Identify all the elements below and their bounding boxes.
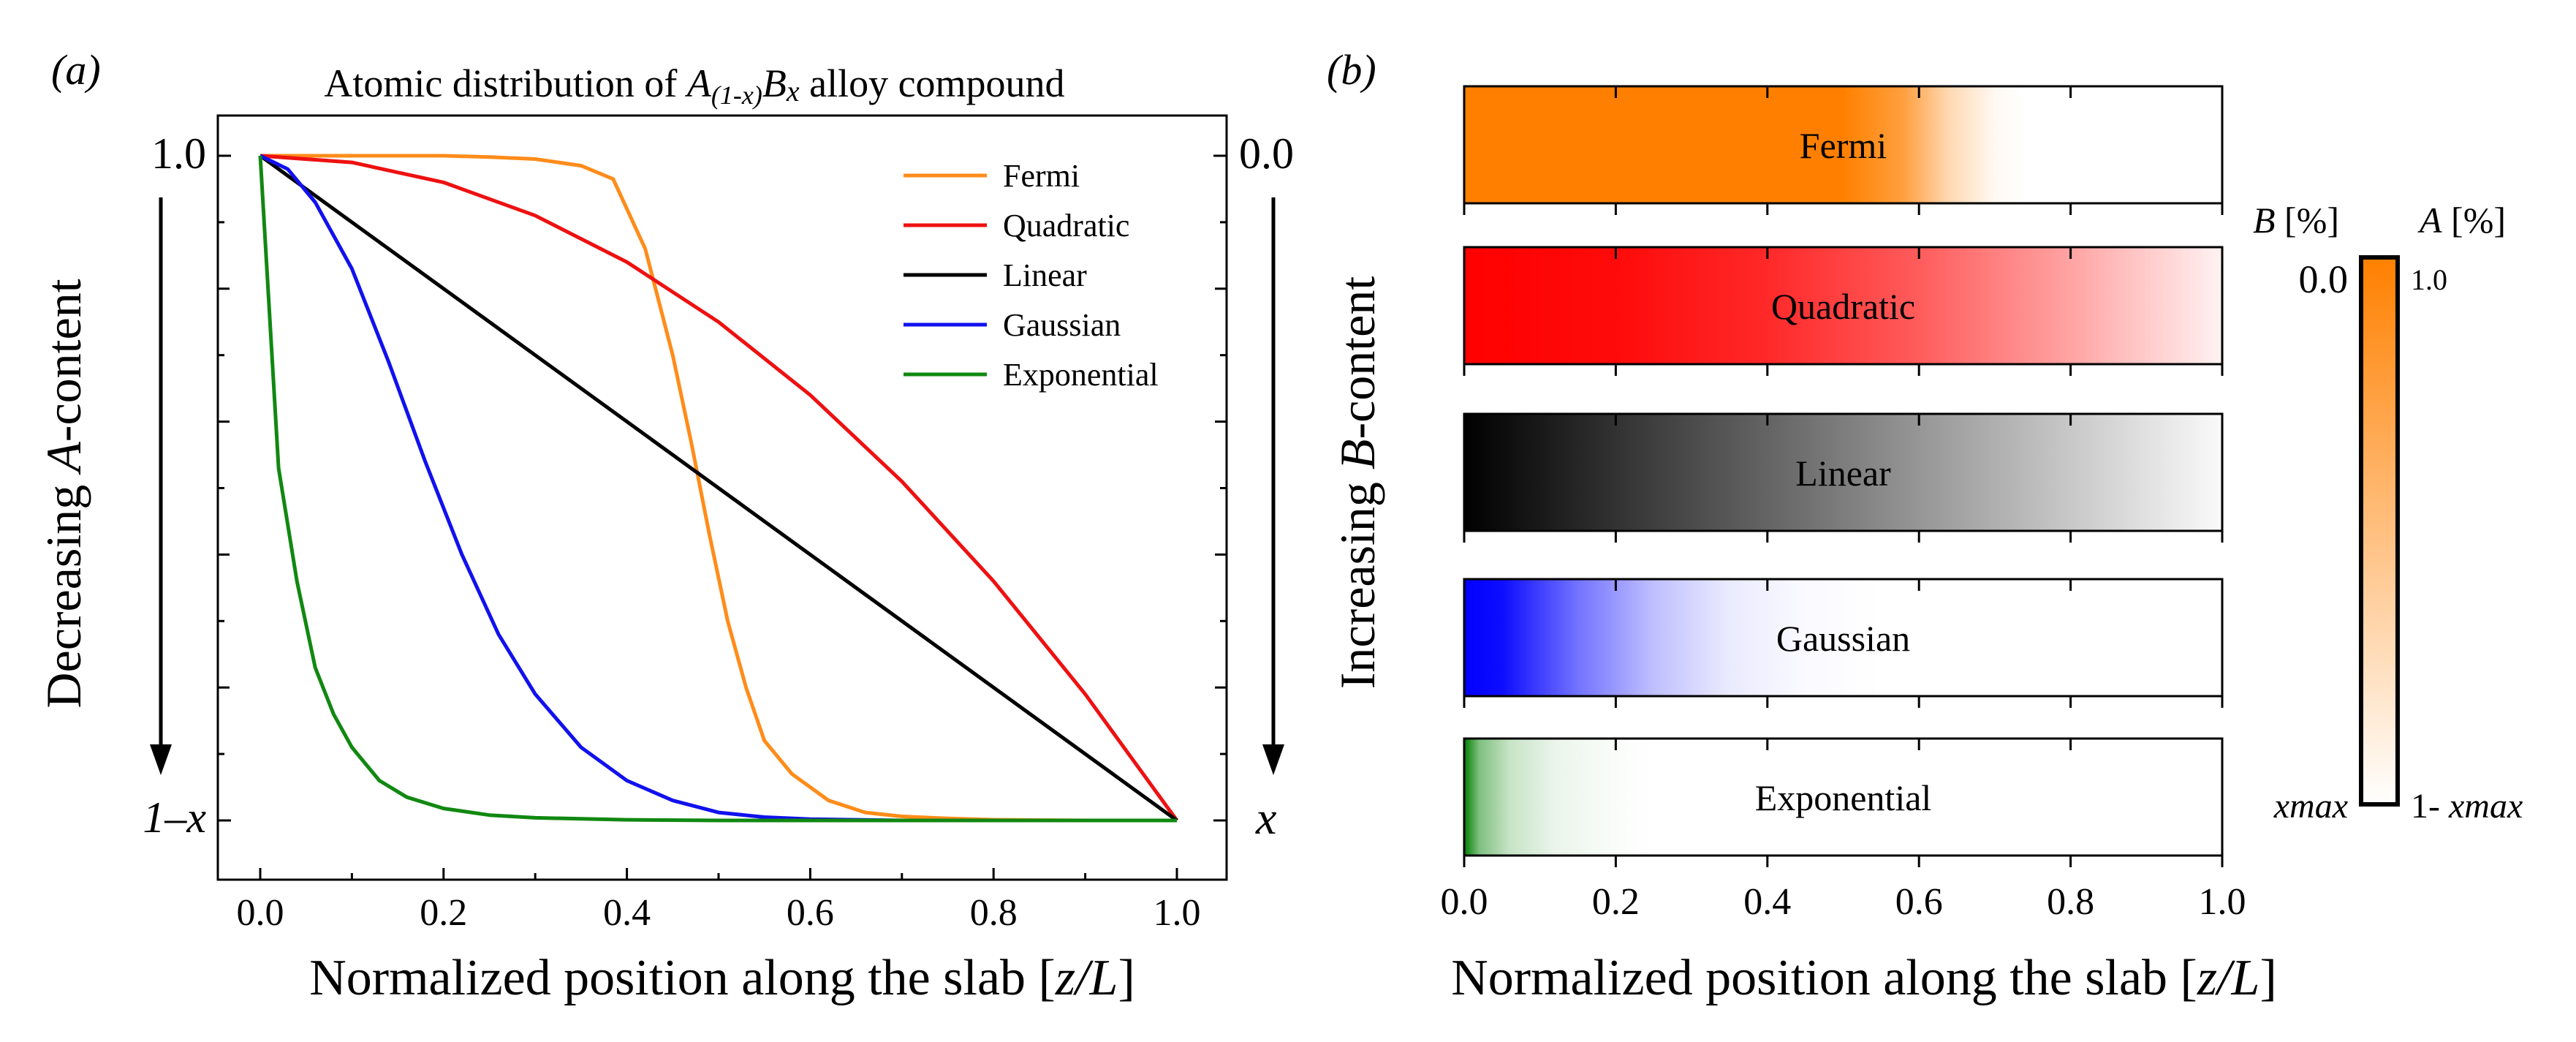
- legend-label-exponential: Exponential: [1003, 357, 1159, 393]
- gradient-bar-label: Fermi: [1800, 125, 1887, 166]
- panel-b-label: (b): [1327, 46, 1376, 94]
- legend-label-linear: Linear: [1003, 257, 1087, 293]
- left-down-arrow: [150, 197, 172, 775]
- gradient-bar-quadratic: Quadratic: [1463, 246, 2224, 376]
- gradient-bar-label: Gaussian: [1776, 618, 1910, 659]
- plot-b-x-tick-label: 0.4: [1743, 881, 1791, 923]
- plot-b-x-tick-label: 0.8: [2047, 881, 2094, 923]
- plot-a-right-top-tick: 0.0: [1239, 129, 1294, 178]
- gradient-bar-fill: [1463, 578, 2224, 698]
- colorbar-right-bottom: 1- xmax: [2411, 787, 2523, 826]
- colorbar-left-title: B [%]: [2253, 200, 2339, 241]
- legend-label-gaussian: Gaussian: [1003, 307, 1121, 343]
- plot-a-xlabel: Normalized position along the slab [z/L]: [309, 950, 1135, 1006]
- plot-a-x-tick-label: 0.8: [970, 892, 1018, 934]
- colorbar: B [%] A [%] 0.0 1.0 xmax 1- xmax: [2253, 200, 2523, 826]
- gradient-bar-fermi: Fermi: [1463, 85, 2224, 215]
- plot-a-x-tick-label: 0.2: [420, 892, 467, 934]
- plot-a-left-top-tick: 1.0: [151, 129, 206, 178]
- plot-a-legend: Fermi Quadratic Linear Gaussian Exponential: [904, 158, 1159, 393]
- plot-b-x-tick-label: 0.6: [1895, 881, 1943, 923]
- gradient-bar-fill: [1463, 246, 2224, 366]
- plot-a-series: [258, 154, 1179, 823]
- gradient-bar-label: Quadratic: [1771, 286, 1915, 327]
- panel-b: (b) Increasing B-content Fermi Quadratic L…: [1327, 46, 2523, 1006]
- plot-a-left-bottom-tick: 1–x: [143, 793, 206, 842]
- gradient-bar-label: Exponential: [1755, 777, 1932, 818]
- colorbar-right-title: A [%]: [2417, 200, 2506, 241]
- plot-b-xlabel: Normalized position along the slab [z/L]: [1451, 950, 2277, 1006]
- gradient-bar-fill: [1463, 737, 2224, 857]
- series-line-quadratic: [260, 154, 1179, 822]
- plot-a-x-tick-label: 0.6: [787, 892, 834, 934]
- gradient-bar-fill: [1463, 85, 2224, 205]
- colorbar-left-bottom: xmax: [2273, 787, 2348, 826]
- gradient-bar-fill: [1463, 412, 2224, 532]
- series-line-fermi: [260, 154, 1177, 823]
- plot-b-x-tick-label: 0.2: [1592, 881, 1640, 923]
- plot-a-x-tick-label: 1.0: [1153, 892, 1201, 934]
- colorbar-right-top: 1.0: [2411, 263, 2447, 296]
- plot-b-bars: Fermi Quadratic Linear Gaussian Exponential: [1463, 85, 2224, 867]
- series-line-exponential: [258, 155, 1177, 823]
- plot-b-x-tick-label: 1.0: [2199, 881, 2246, 923]
- gradient-bar-linear: Linear: [1463, 412, 2224, 543]
- gradient-bar-exponential: Exponential: [1463, 737, 2224, 867]
- plot-a-right-bottom-tick: x: [1255, 792, 1276, 844]
- plot-a-y-ticks: [218, 154, 1227, 822]
- series-line-linear: [259, 154, 1178, 823]
- plot-b-x-ticks: 0.0 0.2 0.4 0.6 0.8 1.0: [1441, 881, 2246, 923]
- colorbar-left-top: 0.0: [2299, 257, 2349, 301]
- plot-a-x-tick-label: 0.4: [603, 892, 651, 934]
- plot-b-ylabel: Increasing B-content: [1330, 276, 1385, 690]
- plot-a-x-ticks: 0.0 0.2 0.4 0.6 0.8 1.0: [237, 868, 1201, 934]
- panel-a-label: (a): [51, 46, 101, 94]
- plot-a-ylabel: Decreasing A-content: [36, 279, 91, 708]
- gradient-bar-gaussian: Gaussian: [1463, 578, 2224, 708]
- right-down-arrow: [1262, 197, 1284, 775]
- plot-a-frame: [216, 114, 1228, 881]
- colorbar-gradient: [2359, 255, 2400, 807]
- plot-b-x-tick-label: 0.0: [1441, 881, 1488, 923]
- panel-a-title: Atomic distribution of A(1-x)Bx alloy co…: [324, 61, 1064, 110]
- plot-a-x-tick-label: 0.0: [237, 892, 284, 934]
- legend-label-fermi: Fermi: [1003, 158, 1080, 194]
- legend-label-quadratic: Quadratic: [1003, 208, 1129, 243]
- gradient-bar-label: Linear: [1795, 453, 1891, 494]
- panel-a: (a) Atomic distribution of A(1-x)Bx allo…: [36, 46, 1294, 1006]
